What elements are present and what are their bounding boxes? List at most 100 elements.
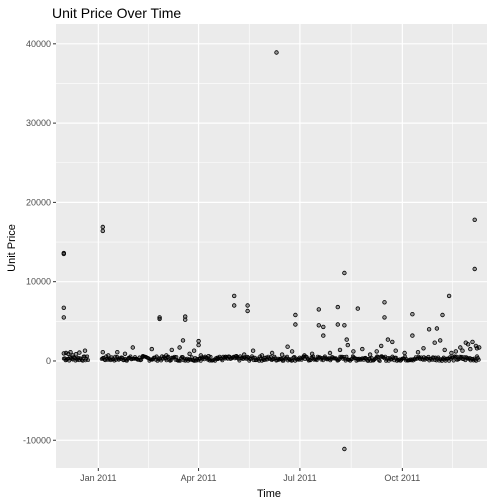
y-axis-ticks: -10000 0 10000 20000 30000 40000 <box>23 39 56 445</box>
data-point <box>140 354 146 359</box>
data-point <box>182 314 188 319</box>
data-point <box>342 446 347 452</box>
data-point <box>385 337 391 342</box>
data-point <box>293 312 298 318</box>
data-point <box>345 342 350 348</box>
data-point <box>390 339 395 345</box>
data-point <box>442 347 447 353</box>
plot-panel <box>56 24 487 468</box>
data-point <box>393 348 398 353</box>
data-point <box>269 350 275 356</box>
band-point <box>220 358 225 363</box>
y-axis-title: Unit Price <box>6 224 18 272</box>
data-point <box>465 342 471 347</box>
data-point <box>77 350 82 355</box>
band-point <box>476 357 481 362</box>
y-tick-label: 40000 <box>26 39 51 49</box>
data-point <box>191 348 197 353</box>
y-tick-label: -10000 <box>23 435 51 445</box>
data-point <box>367 352 373 357</box>
data-point <box>100 224 105 230</box>
data-point <box>289 349 295 354</box>
data-point <box>231 293 237 299</box>
y-tick-label: 10000 <box>26 277 51 287</box>
data-point <box>196 342 201 348</box>
data-point <box>215 355 220 360</box>
data-point <box>302 353 307 358</box>
data-point <box>316 323 321 328</box>
data-point <box>293 322 298 327</box>
data-point <box>351 349 356 354</box>
data-point <box>335 304 340 310</box>
data-point <box>415 350 421 355</box>
data-point <box>73 352 79 357</box>
data-point <box>68 350 73 355</box>
data-point <box>245 308 250 314</box>
data-point <box>477 345 482 350</box>
data-point <box>460 348 465 353</box>
data-point <box>360 346 365 352</box>
data-point <box>379 343 384 349</box>
data-point <box>402 350 407 356</box>
data-point <box>234 354 239 359</box>
data-point <box>470 339 475 345</box>
data-points <box>61 50 482 452</box>
data-point <box>157 316 162 322</box>
data-point <box>82 348 88 353</box>
band-point <box>450 355 455 360</box>
y-tick-label: 30000 <box>26 118 51 128</box>
data-point <box>438 338 443 343</box>
data-point <box>309 351 315 356</box>
data-point <box>337 347 343 353</box>
band-point <box>341 354 346 359</box>
band-point <box>376 354 380 359</box>
data-point <box>61 250 66 256</box>
y-tick-label: 0 <box>46 356 51 366</box>
data-point <box>342 323 347 328</box>
data-point <box>449 350 454 356</box>
data-point <box>321 333 326 338</box>
data-point <box>432 340 437 345</box>
band-point <box>86 358 91 363</box>
data-point <box>182 317 188 322</box>
data-point <box>335 322 340 327</box>
data-point <box>453 349 458 354</box>
data-point <box>122 351 128 356</box>
data-point <box>382 315 387 320</box>
data-point <box>285 344 290 349</box>
data-point <box>472 266 477 272</box>
x-tick-label: Jan 2011 <box>80 473 116 483</box>
data-point <box>177 345 182 350</box>
data-point <box>130 345 135 350</box>
data-point <box>169 347 174 353</box>
data-point <box>180 338 186 343</box>
data-point <box>458 345 463 350</box>
band-point <box>85 354 90 359</box>
data-point <box>250 348 256 353</box>
data-point <box>355 306 360 311</box>
data-point <box>426 327 432 332</box>
data-point <box>259 353 265 358</box>
data-point <box>61 305 66 310</box>
x-tick-label: Jul 2011 <box>283 473 316 483</box>
band-point <box>377 359 382 363</box>
data-point <box>245 303 250 308</box>
data-point <box>446 293 452 299</box>
data-point <box>421 346 426 351</box>
band-point <box>80 358 85 363</box>
data-point <box>440 312 445 318</box>
x-axis-ticks: Jan 2011 Apr 2011 Jul 2011 Oct 2011 <box>80 468 420 483</box>
data-point <box>410 333 415 338</box>
data-point <box>344 337 349 342</box>
x-axis-title: Time <box>257 488 281 500</box>
data-point <box>468 346 473 352</box>
band-point <box>82 354 87 359</box>
data-point <box>316 307 321 312</box>
data-point <box>223 354 228 360</box>
data-point <box>410 312 415 317</box>
data-point <box>274 50 279 55</box>
data-point <box>342 270 347 276</box>
x-tick-label: Apr 2011 <box>181 473 217 483</box>
data-point <box>61 315 66 320</box>
